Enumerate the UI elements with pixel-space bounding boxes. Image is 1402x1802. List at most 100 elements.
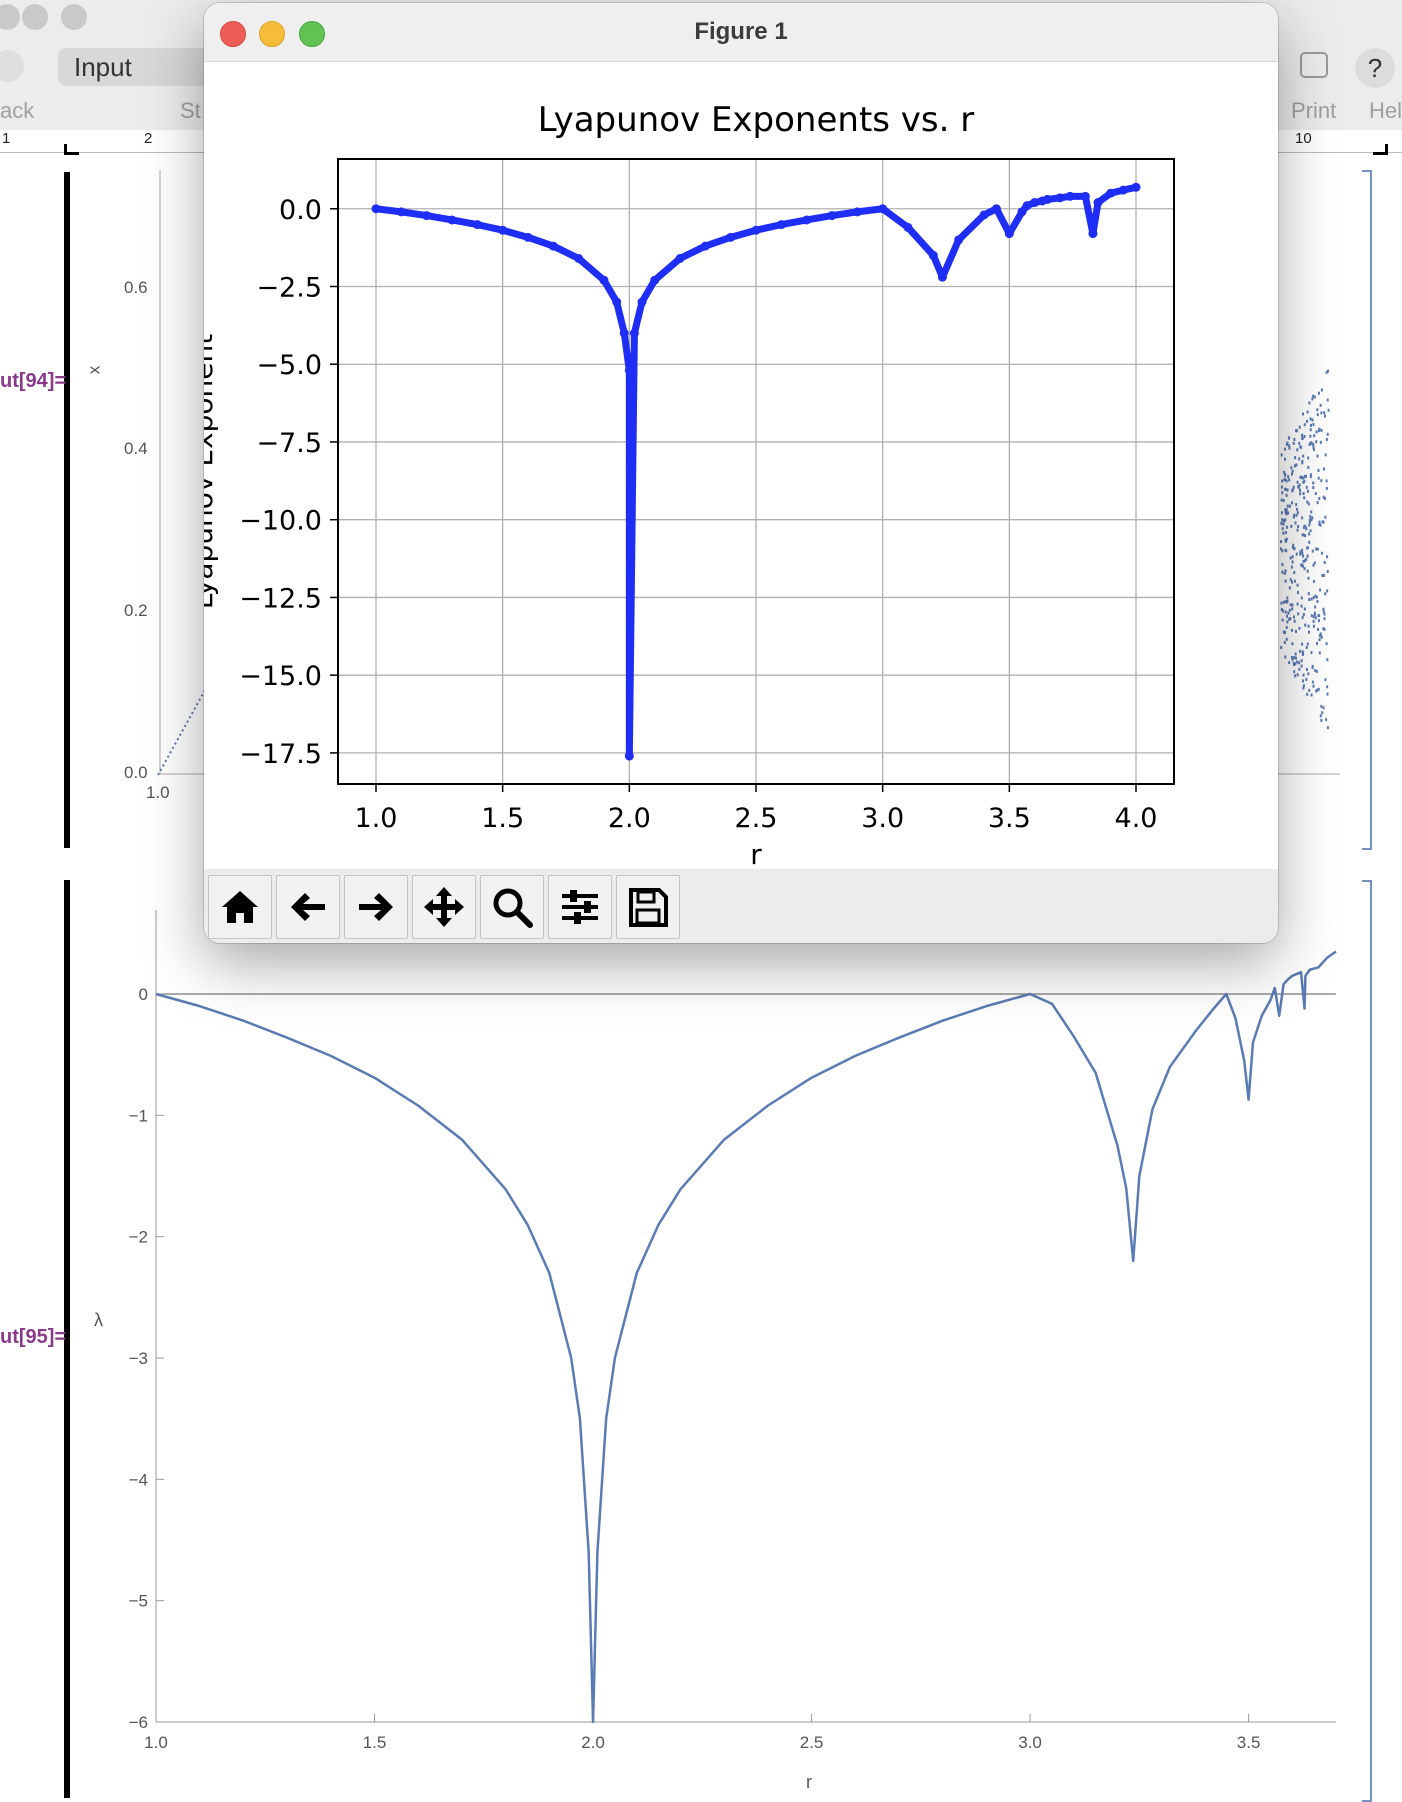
bifurcation-dot (1306, 693, 1308, 696)
bifurcation-dot (1291, 501, 1293, 504)
bifurcation-dot (1291, 642, 1293, 645)
bifurcation-dot (1326, 487, 1328, 490)
bifurcation-dot (1296, 429, 1298, 432)
y-tick-label: −6 (129, 1713, 148, 1732)
bifurcation-dot (1320, 411, 1322, 414)
help-label: Hel (1369, 98, 1402, 124)
bifurcation-dot (1302, 481, 1304, 484)
data-point (630, 329, 639, 338)
y-tick-label: −5.0 (256, 350, 322, 381)
save-button[interactable] (616, 875, 680, 939)
bifurcation-dot (1286, 626, 1288, 629)
bifurcation-dot (1303, 525, 1305, 528)
bifurcation-dot (1303, 492, 1305, 495)
bifurcation-dot (1284, 448, 1286, 451)
data-point (1081, 192, 1090, 201)
bifurcation-dot (1285, 580, 1287, 583)
bifurcation-dot (1303, 684, 1305, 687)
lyapunov-matplotlib-plot[interactable]: Lyapunov Exponents vs. r 1.0 1.5 2.0 2.5 3.0 3… (204, 61, 1278, 869)
home-button[interactable] (208, 875, 272, 939)
y-tick-label: −2 (129, 1228, 148, 1247)
bifurcation-dot (1294, 464, 1296, 467)
bifurcation-dot (1296, 448, 1298, 451)
bifurcation-dot (1297, 584, 1299, 587)
bifurcation-dot (1291, 566, 1293, 569)
x-tick-label: 2.0 (581, 1733, 605, 1752)
bifurcation-dot (1296, 514, 1298, 517)
close-button-inactive[interactable] (0, 4, 20, 30)
data-point (498, 226, 507, 235)
bifurcation-dot (1323, 467, 1325, 470)
back-icon[interactable] (0, 50, 24, 82)
y-tick-label: −17.5 (239, 739, 322, 770)
bifurcation-dot (1323, 411, 1325, 414)
bifurcation-dot (1311, 614, 1313, 617)
bifurcation-dot (1302, 679, 1304, 682)
bifurcation-dot (1316, 642, 1318, 645)
bifurcation-dot (1289, 505, 1291, 508)
bifurcation-dot (1281, 454, 1283, 457)
bifurcation-dot (1314, 606, 1316, 609)
bifurcation-dot (1324, 678, 1326, 681)
y-tick-label: −3 (129, 1349, 148, 1368)
zoom-rect-button[interactable] (480, 875, 544, 939)
bifurcation-dot (1309, 435, 1311, 438)
bifurcation-dot (1301, 605, 1303, 608)
minimize-button-inactive[interactable] (22, 4, 48, 30)
bifurcation-dot (1320, 714, 1322, 717)
bifurcation-dot (1310, 417, 1312, 420)
configure-icon (558, 885, 602, 929)
bifurcation-dot (1303, 613, 1305, 616)
y-tick-label: −4 (129, 1470, 148, 1489)
configure-subplots-button[interactable] (548, 875, 612, 939)
zoom-button-inactive[interactable] (61, 4, 87, 30)
bifurcation-dot (1286, 600, 1288, 603)
bifurcation-dot (1298, 486, 1300, 489)
cell-right-bracket-94[interactable] (1362, 170, 1372, 850)
back-button[interactable] (276, 875, 340, 939)
data-point (1119, 186, 1128, 195)
back-label: ack (0, 98, 34, 124)
data-point (1088, 229, 1097, 238)
bifurcation-dot (1286, 494, 1288, 497)
data-point (524, 233, 533, 242)
bifurcation-dot (1320, 705, 1322, 708)
bifurcation-dot (1321, 552, 1323, 555)
bifurcation-dot (1327, 726, 1329, 729)
forward-button[interactable] (344, 875, 408, 939)
bifurcation-dot (1316, 430, 1318, 433)
print-label: Print (1291, 98, 1336, 124)
data-point (752, 226, 761, 235)
bifurcation-dot (1299, 650, 1301, 653)
bifurcation-dot (1316, 408, 1318, 411)
x-axis-label: r (750, 838, 762, 869)
bifurcation-dot (1320, 719, 1322, 722)
x-tick-label: 1.0 (355, 803, 398, 834)
bifurcation-dot (1298, 661, 1300, 664)
data-point (1030, 198, 1039, 207)
bifurcation-dot (1291, 607, 1293, 610)
cell-bracket-94[interactable] (64, 172, 70, 848)
pan-button[interactable] (412, 875, 476, 939)
cell-right-bracket-95[interactable] (1362, 880, 1372, 1802)
figure-window[interactable]: Figure 1 Lyapunov Exponents vs. r 1.0 1.5 2… (204, 3, 1278, 943)
bifurcation-dot (1290, 603, 1292, 606)
bifurcation-dot (1299, 550, 1301, 553)
data-point (625, 752, 634, 761)
print-icon[interactable] (1300, 52, 1328, 78)
data-point (726, 233, 735, 242)
style-popup[interactable]: Input (58, 48, 208, 86)
bifurcation-dot (1291, 473, 1293, 476)
data-point (620, 329, 629, 338)
right-margin-marker[interactable] (1373, 144, 1388, 155)
help-icon[interactable]: ? (1355, 48, 1395, 88)
bifurcation-dot (1308, 625, 1310, 628)
bifurcation-dot (1324, 415, 1326, 418)
bifurcation-dot (1282, 618, 1284, 621)
bifurcation-dot (1294, 521, 1296, 524)
bifurcation-dot (1281, 498, 1283, 501)
bifurcation-dot (1319, 651, 1321, 654)
bifurcation-dot (1308, 532, 1310, 535)
left-margin-marker[interactable] (64, 144, 79, 155)
bifurcation-dot (1288, 661, 1290, 664)
